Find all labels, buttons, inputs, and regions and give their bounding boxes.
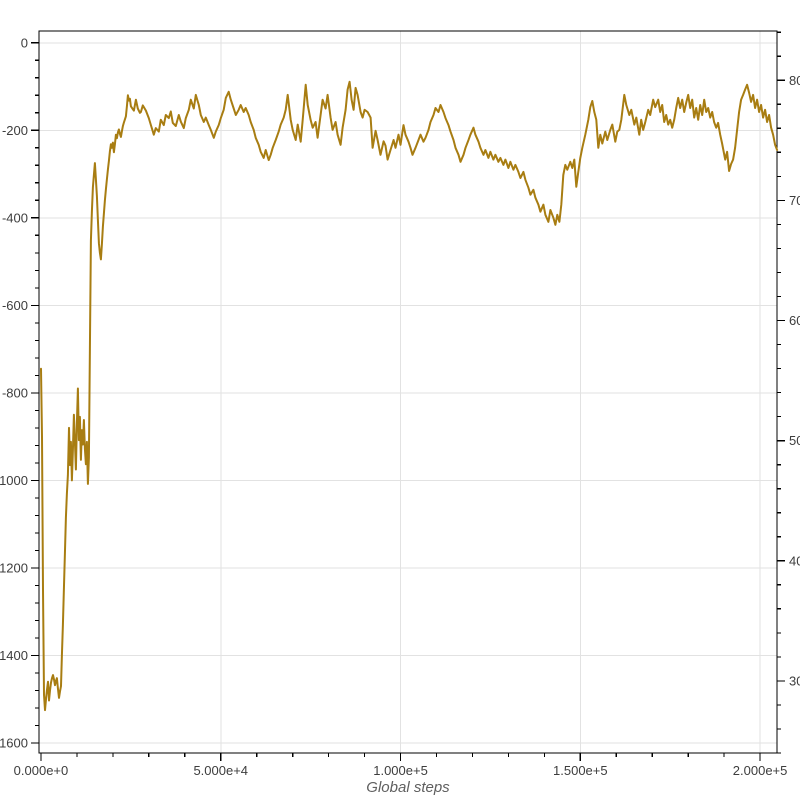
y-right-tick-label: 80 <box>789 73 800 88</box>
x-tick-label: 2.000e+5 <box>733 763 788 778</box>
series-line <box>40 80 779 712</box>
tick-layer <box>31 31 785 761</box>
y-left-tick-label: -200 <box>2 123 28 138</box>
y-left-tick-label: -800 <box>2 385 28 400</box>
y-left-tick-label: 0 <box>21 35 28 50</box>
x-tick-label: 0.000e+0 <box>14 763 69 778</box>
y-right-tick-label: 40 <box>789 553 800 568</box>
series-layer <box>40 80 779 712</box>
y-right-tick-label: 70 <box>789 193 800 208</box>
label-layer: 0.000e+0 5.000e+4 1.000e+5 1.500e+5 2.000e+5… <box>0 35 800 778</box>
x-tick-label: 5.000e+4 <box>193 763 248 778</box>
y-left-tick-label: -1200 <box>0 560 28 575</box>
y-right-tick-label: 30 <box>789 673 800 688</box>
y-right-tick-label: 50 <box>789 433 800 448</box>
y-left-tick-label: -1400 <box>0 648 28 663</box>
grid-layer <box>39 31 777 753</box>
plot-border <box>38 30 778 754</box>
y-right-tick-label: 60 <box>789 313 800 328</box>
y-left-tick-label: -600 <box>2 298 28 313</box>
y-left-tick-label: -1600 <box>0 735 28 750</box>
y-left-tick-label: -400 <box>2 210 28 225</box>
x-axis-title: Global steps <box>366 779 450 796</box>
axis-layer <box>38 30 778 754</box>
y-left-tick-label: -1000 <box>0 473 28 488</box>
x-tick-label: 1.000e+5 <box>373 763 428 778</box>
x-tick-label: 1.500e+5 <box>553 763 608 778</box>
